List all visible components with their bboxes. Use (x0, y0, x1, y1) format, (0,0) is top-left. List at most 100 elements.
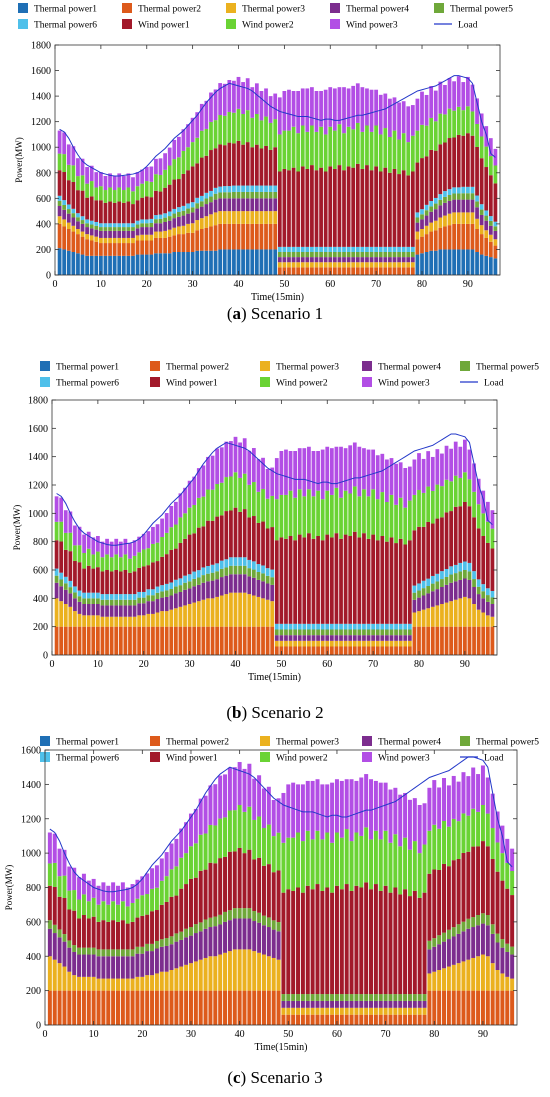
bar-wind-power1 (159, 904, 164, 940)
bar-wind-power2 (196, 497, 201, 528)
bar-wind-power1 (375, 540, 380, 624)
bar-thermal-power3 (401, 262, 406, 268)
bar-wind-power1 (451, 860, 456, 928)
bar-thermal-power4 (62, 209, 67, 220)
bar-wind-power3 (91, 537, 96, 555)
bar-thermal-power3 (99, 237, 103, 244)
bar-wind-power3 (472, 463, 476, 492)
bar-thermal-power3 (281, 1007, 286, 1015)
bar-wind-power2 (366, 496, 371, 539)
x-tick-label: 60 (322, 659, 332, 670)
bar-thermal-power3 (316, 640, 320, 647)
bar-wind-power2 (94, 187, 99, 201)
bar-wind-power3 (383, 782, 388, 831)
bar-thermal-power5 (140, 946, 145, 954)
bar-thermal-power5 (233, 565, 238, 575)
bar-thermal-power5 (360, 252, 365, 258)
bar-thermal-power2 (407, 1014, 412, 1025)
bar-thermal-power4 (424, 215, 429, 226)
bar-wind-power1 (195, 163, 200, 198)
bar-wind-power3 (476, 478, 481, 505)
bar-wind-power2 (300, 841, 305, 893)
bar-thermal-power5 (412, 592, 417, 600)
bar-thermal-power2 (472, 626, 476, 655)
bar-thermal-power2 (458, 626, 463, 655)
bar-thermal-power3 (135, 235, 140, 241)
bar-thermal-power4 (307, 635, 311, 641)
bar-wind-power1 (204, 155, 209, 193)
bar-wind-power3 (279, 451, 284, 495)
bar-thermal-power2 (247, 990, 252, 1026)
plot-frame (54, 44, 501, 276)
bar-thermal-power6 (128, 594, 132, 600)
bar-wind-power2 (176, 157, 181, 180)
bar-thermal-power3 (109, 616, 114, 627)
bar-thermal-power4 (135, 228, 140, 236)
bar-thermal-power1 (443, 249, 447, 275)
bar-wind-power3 (57, 848, 62, 877)
bar-thermal-power5 (154, 940, 159, 949)
bar-wind-power3 (407, 466, 412, 501)
bar-thermal-power4 (371, 635, 376, 641)
bar-thermal-power3 (339, 1007, 344, 1015)
bar-thermal-power2 (210, 626, 215, 655)
bar-thermal-power5 (406, 252, 411, 258)
bar-thermal-power3 (271, 957, 276, 991)
bar-thermal-power2 (389, 646, 394, 655)
bar-thermal-power5 (444, 576, 449, 585)
bar-thermal-power2 (339, 646, 343, 655)
bar-wind-power1 (446, 866, 451, 930)
bar-thermal-power5 (398, 994, 403, 1001)
bar-wind-power2 (495, 842, 500, 872)
bar-wind-power3 (73, 525, 77, 546)
bar-wind-power1 (394, 543, 398, 624)
bar-wind-power3 (137, 536, 142, 553)
bar-wind-power1 (210, 520, 215, 565)
bar-thermal-power5 (109, 599, 114, 606)
bar-thermal-power5 (241, 191, 245, 199)
bar-thermal-power3 (86, 615, 91, 627)
bar-wind-power1 (227, 851, 232, 911)
bar-wind-power2 (407, 500, 412, 541)
bar-wind-power1 (120, 920, 125, 950)
bar-thermal-power3 (163, 230, 167, 238)
bar-thermal-power3 (476, 956, 481, 991)
bar-thermal-power2 (371, 646, 376, 655)
bar-thermal-power5 (319, 252, 323, 258)
bar-wind-power1 (276, 870, 281, 923)
bar-wind-power2 (346, 126, 351, 167)
bar-thermal-power1 (227, 249, 232, 275)
load-line (56, 433, 493, 546)
bar-wind-power3 (167, 147, 172, 166)
bar-wind-power1 (426, 521, 431, 579)
bar-thermal-power5 (105, 599, 109, 606)
bar-wind-power1 (141, 566, 146, 592)
bar-wind-power3 (121, 175, 126, 191)
bar-thermal-power2 (155, 626, 160, 655)
bar-thermal-power2 (132, 626, 137, 655)
bar-wind-power3 (169, 505, 174, 528)
bar-thermal-power5 (392, 252, 397, 258)
bar-thermal-power2 (329, 646, 334, 655)
bar-wind-power3 (430, 456, 435, 491)
bar-thermal-power2 (121, 243, 126, 256)
bar-wind-power2 (316, 490, 320, 536)
bar-thermal-power4 (62, 941, 67, 967)
bar-wind-power1 (433, 150, 438, 198)
bar-wind-power1 (233, 507, 238, 558)
bar-thermal-power3 (310, 1007, 315, 1015)
bar-wind-power3 (222, 83, 227, 116)
bar-thermal-power4 (297, 635, 302, 641)
bar-thermal-power4 (265, 583, 270, 600)
bar-thermal-power6 (316, 623, 320, 630)
bar-thermal-power6 (346, 246, 351, 252)
bar-thermal-power3 (222, 211, 227, 224)
bar-thermal-power2 (401, 267, 406, 275)
bar-thermal-power4 (415, 222, 420, 232)
bar-wind-power1 (369, 889, 374, 995)
bar-wind-power3 (193, 808, 198, 844)
bar-wind-power1 (437, 869, 442, 936)
bar-thermal-power3 (71, 225, 76, 232)
bar-thermal-power1 (176, 252, 181, 275)
plot-frame (51, 399, 498, 656)
